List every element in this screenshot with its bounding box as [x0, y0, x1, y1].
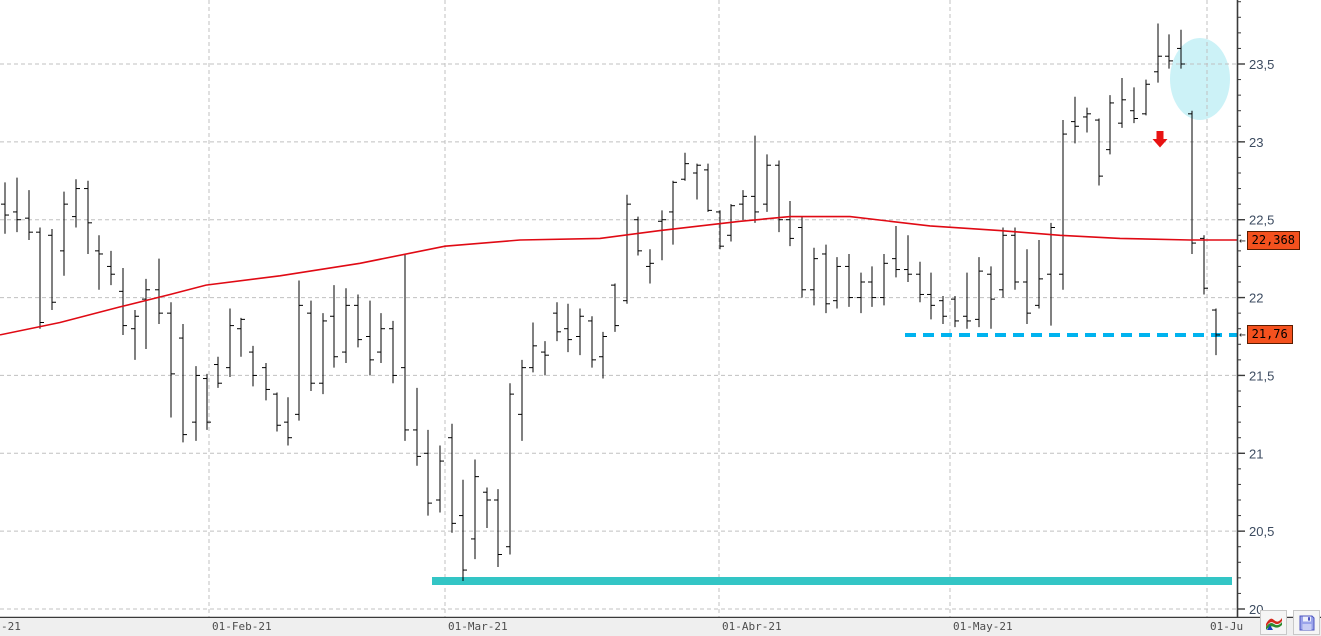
y-axis-label: 23,5	[1249, 57, 1274, 72]
x-axis-label: 01-Abr-21	[722, 620, 782, 633]
left-arrow-icon: ←	[1239, 233, 1246, 247]
x-axis-label: 01-May-21	[953, 620, 1013, 633]
price-flag-label: 22,368	[1246, 230, 1300, 250]
down-arrow-icon	[1152, 131, 1168, 148]
left-arrow-icon: ←	[1239, 328, 1246, 342]
y-axis-label: 23	[1249, 135, 1263, 150]
x-axis-label: 01-Feb-21	[212, 620, 272, 633]
x-axis: -21 01-Feb-21 01-Mar-21 01-Abr-21 01-May-21 0…	[0, 618, 1321, 636]
app-logo-icon[interactable]	[1260, 610, 1287, 635]
x-axis-label: 01-Ju	[1210, 620, 1244, 633]
y-axis-label: 22,5	[1249, 213, 1274, 228]
y-axis-label: 21,5	[1249, 368, 1274, 383]
price-flag: ← 22,368	[1239, 230, 1300, 250]
moving-average-line	[0, 215, 1237, 336]
highlight-ellipse	[1170, 38, 1230, 120]
y-axis-label: 22	[1249, 291, 1263, 306]
x-axis-label: 01-Mar-21	[448, 620, 508, 633]
bottom-toolbar	[1260, 610, 1320, 635]
y-axis-label: 20,5	[1249, 524, 1274, 539]
save-icon[interactable]	[1293, 610, 1320, 635]
y-axis-label: 21	[1249, 446, 1263, 461]
price-flag-label: 21,76	[1246, 325, 1293, 345]
y-axis-label: 20	[1249, 602, 1263, 617]
price-flag: ← 21,76	[1239, 325, 1293, 345]
x-axis-label: -21	[1, 620, 21, 633]
